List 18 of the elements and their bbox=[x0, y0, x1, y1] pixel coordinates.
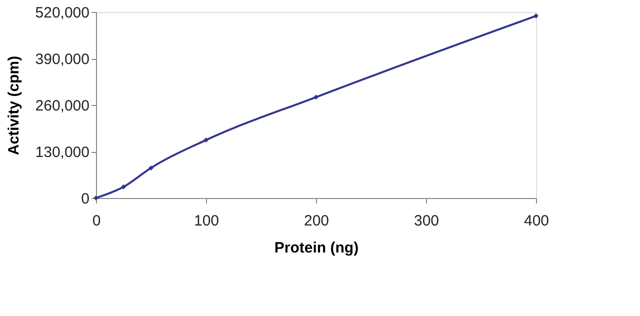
point bbox=[534, 13, 538, 18]
x-tick-label: 400 bbox=[524, 212, 550, 230]
y-tick-label: 0 bbox=[81, 190, 90, 208]
y-tick-label: 130,000 bbox=[35, 144, 90, 161]
point bbox=[314, 94, 318, 100]
y-tick-label: 390,000 bbox=[35, 51, 90, 68]
point bbox=[148, 165, 154, 170]
x-tick-label: 300 bbox=[414, 212, 440, 230]
x-tick-label: 200 bbox=[304, 212, 330, 230]
x-tick-label: 100 bbox=[194, 212, 220, 230]
y-axis-title: Activity (cpm) bbox=[5, 56, 22, 156]
x-axis-title: Protein (ng) bbox=[274, 240, 359, 256]
y-tick-label: 260,000 bbox=[35, 98, 90, 114]
point bbox=[204, 138, 208, 143]
x-tick-label: 0 bbox=[92, 212, 101, 230]
point bbox=[121, 184, 126, 190]
y-tick-label: 520,000 bbox=[35, 4, 90, 22]
point bbox=[94, 196, 98, 200]
